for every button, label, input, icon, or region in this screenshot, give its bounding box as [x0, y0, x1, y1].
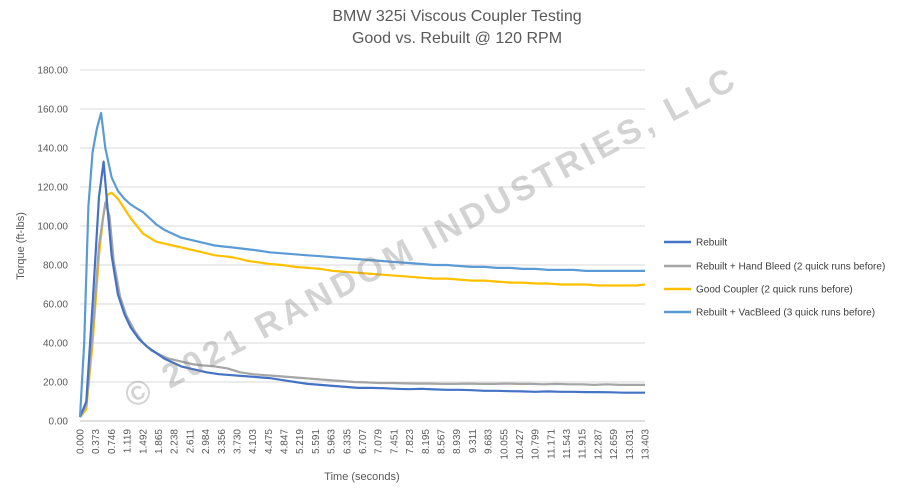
- chart-subtitle: Good vs. Rebuilt @ 120 RPM: [351, 30, 563, 47]
- legend-label: Rebuilt: [696, 238, 727, 249]
- y-tick-label: 180.00: [37, 66, 68, 77]
- x-tick-label: 0.373: [91, 429, 102, 454]
- x-tick-label: 13.031: [625, 429, 636, 460]
- x-tick-label: 7.079: [374, 429, 385, 454]
- x-tick-label: 3.356: [217, 429, 228, 454]
- x-tick-label: 5.963: [327, 429, 338, 454]
- y-tick-label: 60.00: [43, 300, 68, 311]
- x-tick-label: 0.000: [76, 429, 87, 454]
- y-tick-label: 140.00: [37, 144, 68, 155]
- series-line: [79, 191, 646, 418]
- x-tick-label: 2.984: [201, 429, 212, 454]
- y-axis-ticks: 0.00 20.00 40.00 60.00 80.00 100.00 120.00 140.…: [37, 66, 68, 428]
- legend-label: Rebuilt + Hand Bleed (2 quick runs befor…: [696, 262, 885, 273]
- x-tick-label: 11.171: [546, 429, 557, 459]
- x-tick-label: 1.865: [154, 429, 165, 454]
- series-line: [78, 111, 645, 418]
- y-tick-label: 160.00: [37, 105, 68, 116]
- x-tick-label: 5.591: [311, 429, 322, 454]
- x-tick-label: 7.823: [405, 429, 416, 454]
- x-tick-label: 13.403: [641, 429, 652, 460]
- x-tick-label: 6.335: [342, 429, 353, 454]
- x-tick-label: 5.219: [295, 429, 306, 454]
- x-tick-label: 10.799: [531, 429, 542, 460]
- x-tick-label: 1.119: [123, 429, 134, 454]
- x-tick-label: 1.492: [138, 429, 149, 454]
- x-tick-label: 0.746: [107, 429, 118, 454]
- x-tick-label: 9.311: [468, 429, 479, 454]
- series-line: [79, 201, 645, 418]
- x-tick-label: 11.915: [578, 429, 589, 459]
- y-tick-label: 0.00: [49, 417, 69, 428]
- x-tick-label: 10.427: [515, 429, 526, 460]
- legend-label: Rebuilt + VacBleed (3 quick runs before): [696, 308, 875, 319]
- gridlines: [80, 69, 645, 422]
- x-tick-label: 11.543: [562, 429, 573, 459]
- series-line: [78, 160, 645, 418]
- x-tick-label: 7.451: [389, 429, 400, 454]
- x-tick-label: 4.847: [280, 429, 291, 454]
- legend-label: Good Coupler (2 quick runs before): [696, 285, 853, 296]
- y-tick-label: 100.00: [37, 222, 68, 233]
- x-tick-label: 4.475: [264, 429, 275, 454]
- series-lines: [78, 111, 646, 418]
- x-tick-label: 8.195: [421, 429, 432, 454]
- x-axis-label: Time (seconds): [324, 471, 399, 483]
- y-tick-label: 40.00: [43, 339, 68, 350]
- x-tick-label: 2.611: [185, 429, 196, 454]
- x-axis-ticks: 0.000 0.373 0.746 1.119 1.492 1.865 2.238 2.611…: [76, 429, 652, 460]
- x-tick-label: 2.238: [170, 429, 181, 454]
- x-tick-label: 12.287: [593, 429, 604, 460]
- x-tick-label: 3.730: [232, 429, 243, 454]
- x-tick-label: 12.659: [609, 429, 620, 460]
- x-tick-label: 9.683: [484, 429, 495, 454]
- x-tick-label: 6.707: [358, 429, 369, 454]
- x-tick-label: 10.055: [499, 429, 510, 460]
- x-tick-label: 8.939: [452, 429, 463, 454]
- y-tick-label: 80.00: [43, 261, 68, 272]
- y-axis-label: Torque (ft-lbs): [15, 212, 27, 280]
- x-tick-label: 8.567: [436, 429, 447, 454]
- chart-title: BMW 325i Viscous Coupler Testing: [332, 8, 582, 25]
- legend: Rebuilt Rebuilt + Hand Bleed (2 quick run…: [664, 238, 885, 319]
- x-tick-label: 4.103: [248, 429, 259, 454]
- y-tick-label: 20.00: [43, 378, 68, 389]
- y-tick-label: 120.00: [37, 183, 68, 194]
